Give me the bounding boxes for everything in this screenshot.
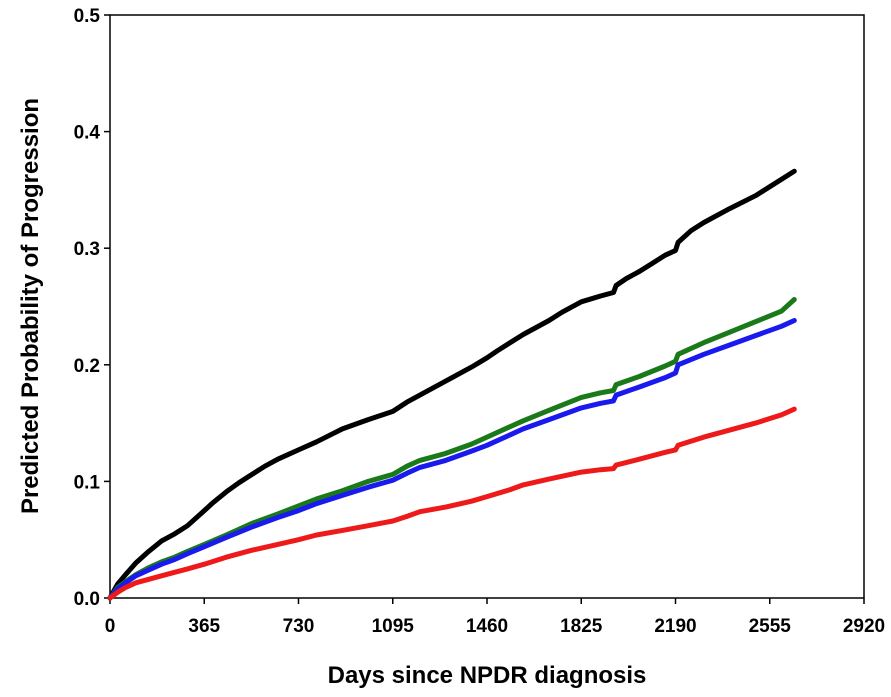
x-axis: 0 365 730 1095 1460 1825 2190 2555 2920: [105, 598, 885, 637]
series-line-2: [107, 297, 797, 601]
y-tick-label: 0.1: [74, 472, 101, 493]
x-tick-label: 1460: [466, 616, 508, 637]
x-tick-label: 2555: [749, 616, 792, 637]
plot-frame: [109, 14, 865, 599]
x-tick-label: 730: [283, 616, 315, 637]
y-tick-label: 0.5: [74, 6, 101, 27]
x-tick-label: 2190: [654, 616, 696, 637]
series-line-4: [107, 406, 797, 601]
y-axis: 0.0 0.1 0.2 0.3 0.4 0.5: [74, 6, 110, 610]
series-line-1: [107, 168, 797, 601]
x-tick-label: 1095: [372, 616, 415, 637]
x-tick-label: 0: [105, 616, 116, 637]
x-tick-label: 1825: [560, 616, 603, 637]
y-tick-label: 0.4: [74, 123, 101, 144]
x-axis-title: Days since NPDR diagnosis: [328, 662, 647, 689]
series-group: [107, 168, 797, 601]
y-tick-label: 0.2: [74, 356, 100, 377]
x-tick-label: 365: [188, 616, 220, 637]
y-tick-label: 0.3: [74, 239, 100, 260]
x-tick-label: 2920: [843, 616, 885, 637]
series-line-3: [107, 318, 797, 601]
y-tick-label: 0.0: [74, 589, 100, 610]
y-axis-title: Predicted Probability of Progression: [17, 98, 44, 514]
